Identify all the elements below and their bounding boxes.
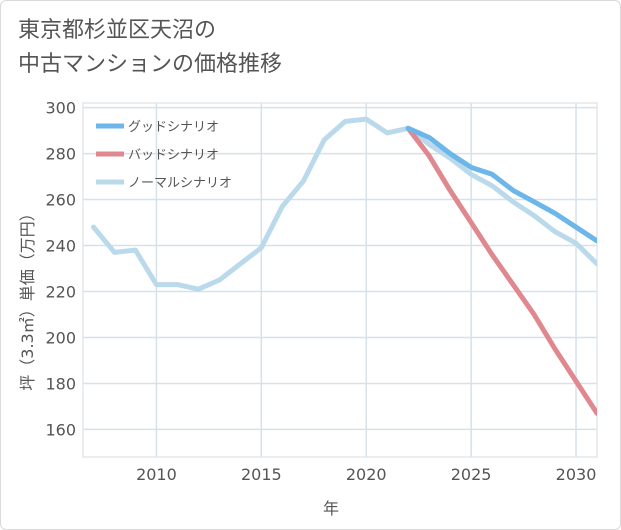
legend-label: グッドシナリオ	[128, 120, 219, 135]
series-line-0	[405, 125, 597, 244]
page-title: 東京都杉並区天沼の 中古マンションの価格推移	[18, 18, 283, 77]
y-tick-label: 160	[45, 420, 76, 439]
x-tick-label: 2030	[556, 465, 597, 484]
y-tick-label: 220	[45, 282, 76, 301]
y-tick-label: 180	[45, 374, 76, 393]
y-tick-label: 280	[45, 145, 76, 164]
series-line-2	[91, 116, 597, 292]
series-line-1	[405, 125, 597, 416]
x-tick-label: 2010	[136, 465, 177, 484]
y-tick-label: 300	[45, 99, 76, 118]
x-tick-label: 2020	[346, 465, 387, 484]
y-tick-label: 240	[45, 237, 76, 256]
legend-label: ノーマルシナリオ	[128, 176, 232, 191]
grid-lines	[82, 102, 598, 458]
x-tick-label: 2025	[451, 465, 492, 484]
y-axis-label: 坪（3.3㎡）単価（万円）	[18, 205, 37, 390]
y-tick-label: 260	[45, 191, 76, 210]
x-tick-label: 2015	[241, 465, 282, 484]
series-layer	[91, 116, 597, 416]
tick-labels: 2010 2015 2020 2025 2030 160 180 200 220 240 260 28…	[45, 99, 596, 484]
x-axis-label: 年	[323, 499, 339, 518]
plot-area-border	[82, 102, 598, 458]
legend-label: バッドシナリオ	[128, 148, 219, 163]
y-tick-label: 200	[45, 328, 76, 347]
